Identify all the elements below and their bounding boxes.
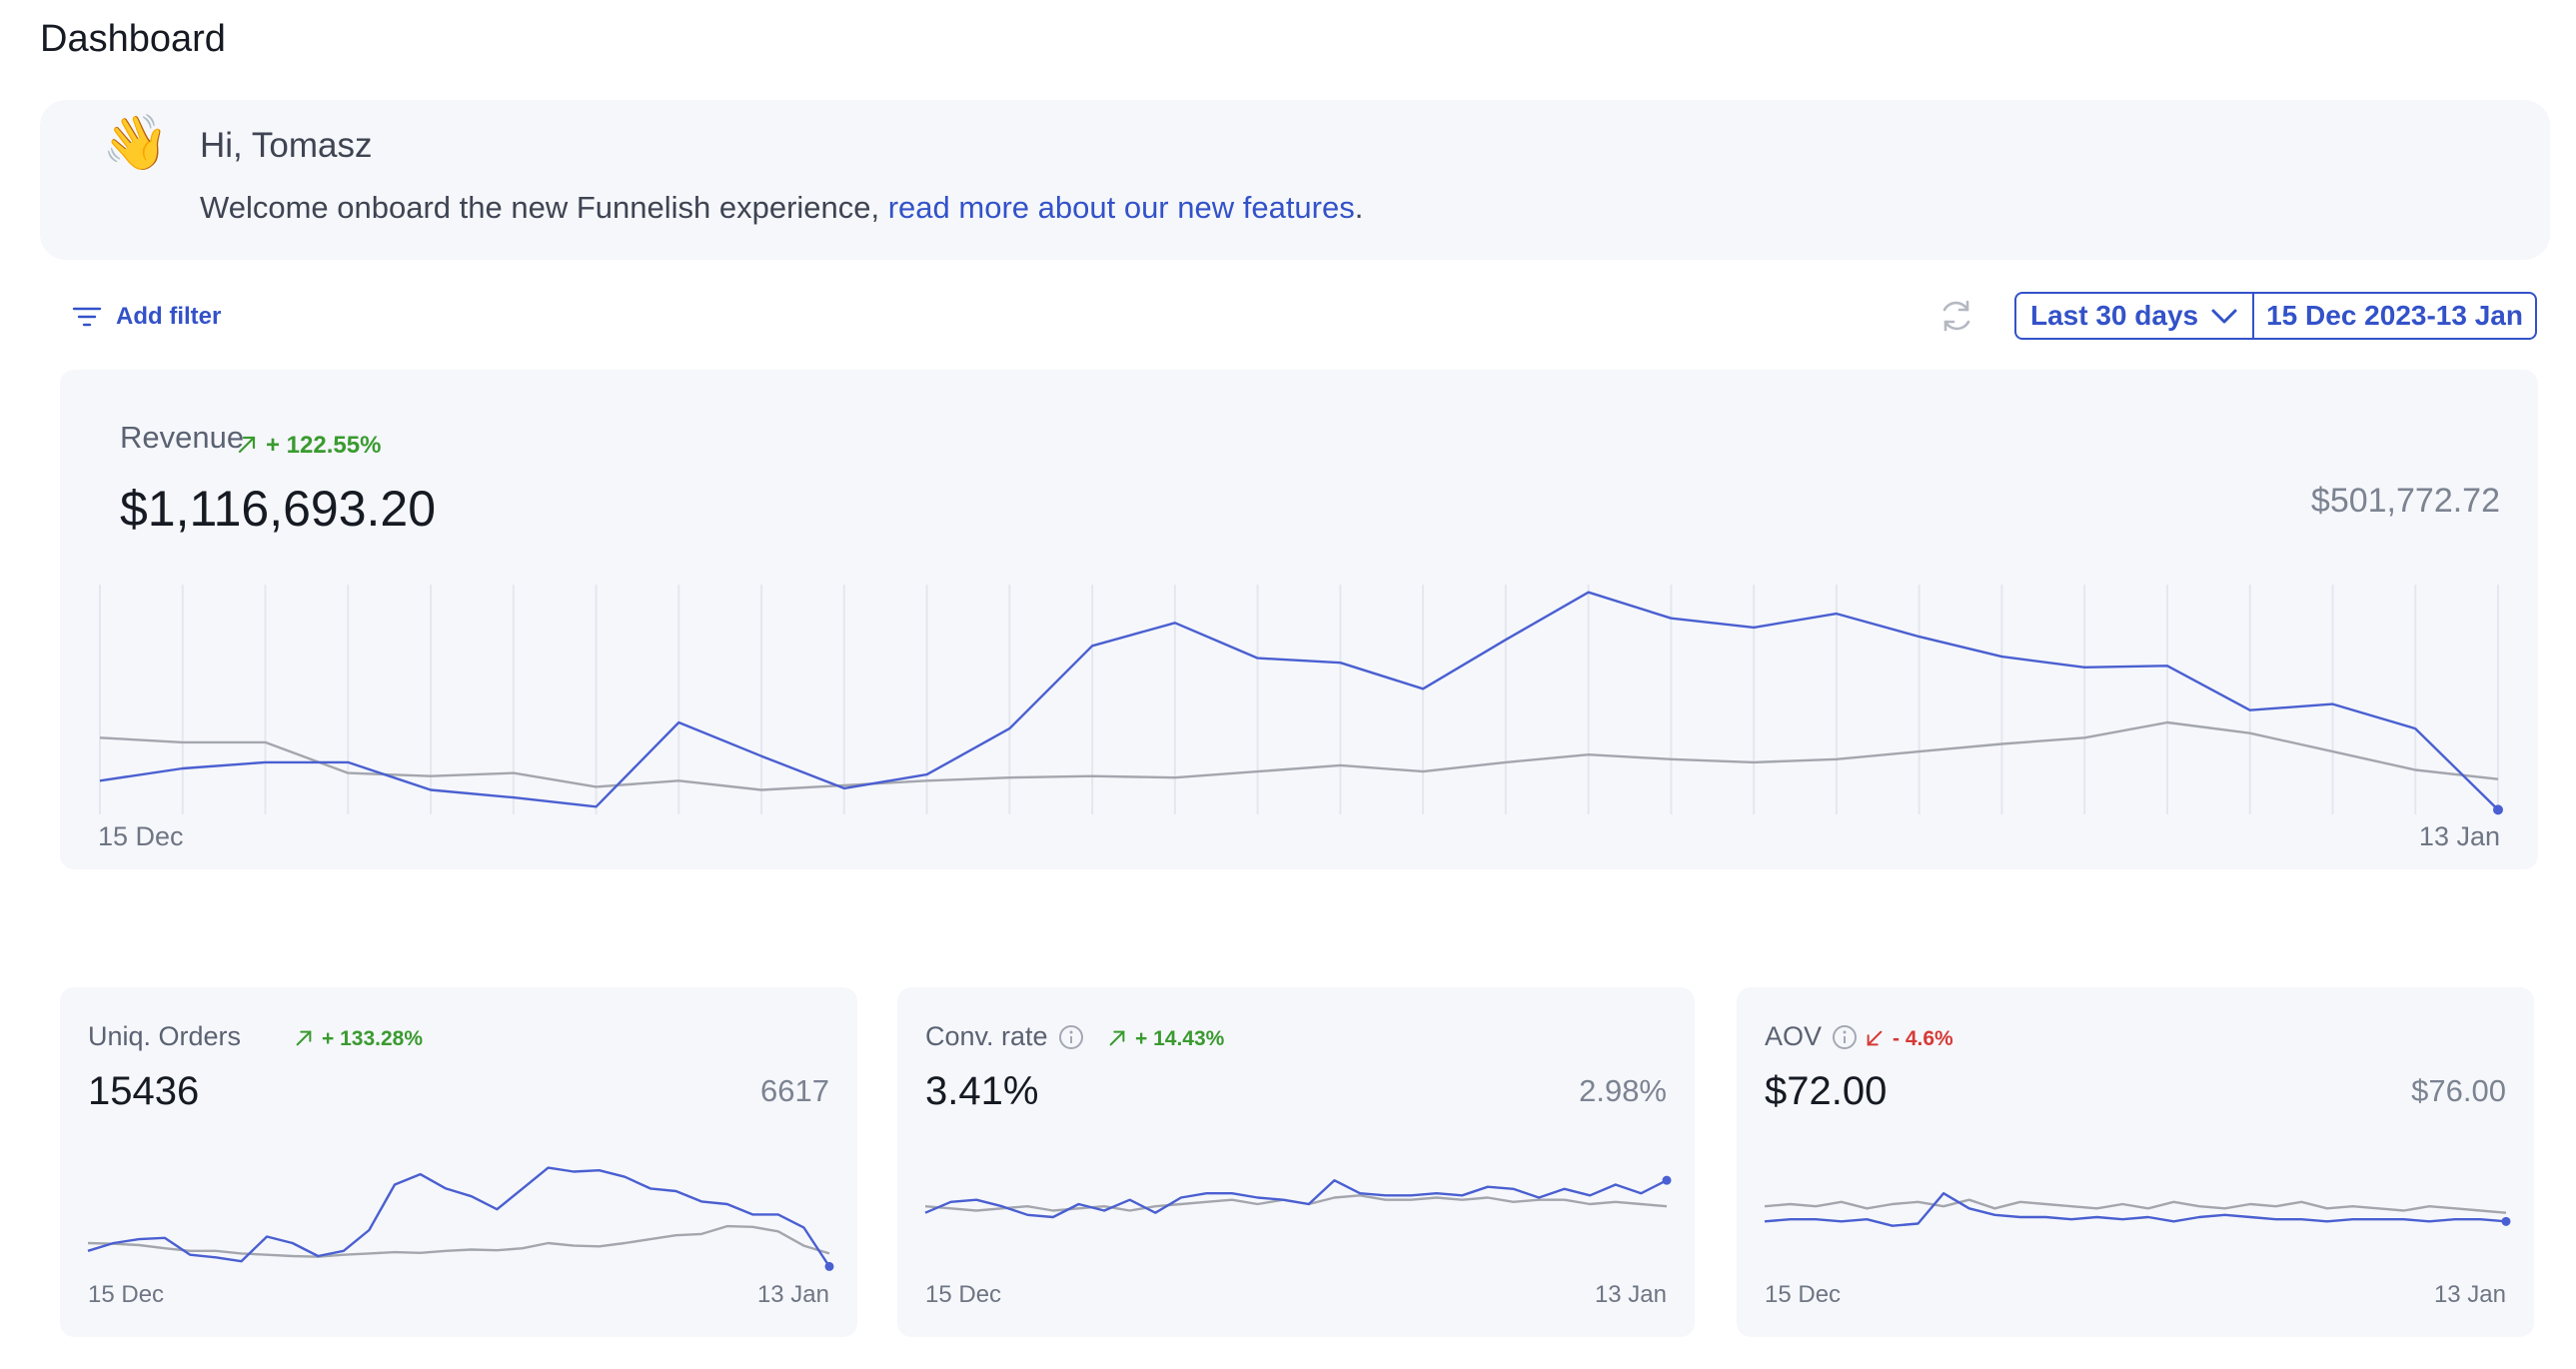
previous-series-line (87, 1224, 830, 1258)
arrow-up-right-icon (238, 436, 256, 454)
conv-rate-value: 3.41% (925, 1069, 1039, 1113)
orders-label-text: Uniq. Orders (88, 1021, 242, 1051)
arrow-down-left-icon (1867, 1030, 1883, 1046)
add-filter-label: Add filter (116, 303, 222, 330)
revenue-x-end: 13 Jan (2418, 821, 2500, 851)
orders-chart (87, 1166, 834, 1271)
aov-previous-value: $76.00 (2411, 1073, 2506, 1108)
date-range-select[interactable]: Last 30 days (2016, 294, 2255, 338)
greeting: Hi, Tomasz (200, 126, 373, 165)
welcome-message-end: . (1354, 190, 1364, 225)
conv-rate-previous-value: 2.98% (1579, 1073, 1667, 1108)
conv-rate-trend-value: + 14.43% (1135, 1027, 1225, 1050)
orders-label: Uniq. Orders (88, 1021, 241, 1052)
conv-rate-card[interactable]: Conv. rate + 14.43% 3.41% 2.98% 15 Dec 1… (897, 987, 1695, 1337)
orders-x-start: 15 Dec (88, 1281, 165, 1308)
aov-card[interactable]: AOV - 4.6% $72.00 $76.00 15 Dec 13 Jan (1737, 987, 2534, 1337)
date-range-control: Last 30 days 15 Dec 2023-13 Jan (2014, 292, 2537, 340)
welcome-message-text: Welcome onboard the new Funnelish experi… (200, 190, 888, 225)
add-filter-button[interactable]: Add filter (72, 300, 221, 334)
previous-series-line (99, 720, 2499, 791)
new-features-link[interactable]: read more about our new features (887, 190, 1355, 225)
last-point-marker (2493, 804, 2503, 815)
aov-x-end: 13 Jan (2433, 1281, 2506, 1308)
current-series-line (924, 1179, 1668, 1219)
revenue-previous-value: $501,772.72 (2310, 482, 2500, 520)
revenue-x-start: 15 Dec (98, 821, 184, 851)
filter-lines-icon (72, 307, 102, 327)
current-series-line (87, 1166, 831, 1268)
page-title: Dashboard (40, 18, 226, 60)
conv-rate-label: Conv. rate (925, 1021, 1084, 1052)
revenue-trend-value: + 122.55% (266, 432, 382, 459)
current-series-line (99, 591, 2499, 811)
orders-previous-value: 6617 (760, 1073, 829, 1108)
aov-value: $72.00 (1765, 1069, 1888, 1113)
conv-rate-chart (924, 1175, 1672, 1219)
conv-rate-x-end: 13 Jan (1594, 1281, 1667, 1308)
info-circle-icon[interactable] (1058, 1024, 1084, 1050)
aov-trend-value: - 4.6% (1893, 1027, 1953, 1050)
chevron-down-icon (2211, 309, 2237, 324)
current-series-line (1764, 1192, 2507, 1227)
last-point-marker (1662, 1175, 1672, 1185)
aov-chart (1764, 1192, 2511, 1227)
info-circle-icon[interactable] (1832, 1024, 1858, 1050)
aov-label: AOV (1765, 1021, 1858, 1052)
arrow-up-right-icon (296, 1030, 312, 1046)
orders-value: 15436 (88, 1069, 200, 1113)
date-span-picker[interactable]: 15 Dec 2023-13 Jan (2266, 300, 2523, 331)
waving-hand-icon: 👋 (102, 113, 170, 173)
conv-rate-x-start: 15 Dec (925, 1281, 1002, 1308)
aov-x-start: 15 Dec (1765, 1281, 1842, 1308)
refresh-icon[interactable] (1936, 296, 1976, 336)
revenue-chart (99, 585, 2503, 815)
aov-trend: - 4.6% (1865, 1027, 1953, 1051)
welcome-banner: 👋 Hi, Tomasz Welcome onboard the new Fun… (40, 100, 2550, 260)
previous-series-line (1764, 1198, 2507, 1214)
orders-trend: + 133.28% (294, 1027, 423, 1051)
aov-label-text: AOV (1765, 1021, 1823, 1051)
revenue-trend: + 122.55% (236, 432, 381, 460)
revenue-label: Revenue (120, 420, 245, 455)
revenue-card[interactable]: Revenue + 122.55% $1,116,693.20 $501,772… (60, 370, 2538, 869)
conv-rate-trend: + 14.43% (1107, 1027, 1224, 1051)
arrow-up-right-icon (1109, 1030, 1125, 1046)
orders-card[interactable]: Uniq. Orders + 133.28% 15436 6617 15 Dec… (60, 987, 857, 1337)
last-point-marker (2501, 1216, 2511, 1226)
date-range-label: Last 30 days (2030, 300, 2199, 331)
orders-x-end: 13 Jan (756, 1281, 829, 1308)
orders-trend-value: + 133.28% (322, 1027, 424, 1050)
last-point-marker (824, 1261, 834, 1271)
conv-rate-label-text: Conv. rate (925, 1021, 1048, 1051)
welcome-message: Welcome onboard the new Funnelish experi… (200, 190, 1363, 226)
revenue-value: $1,116,693.20 (120, 481, 437, 537)
